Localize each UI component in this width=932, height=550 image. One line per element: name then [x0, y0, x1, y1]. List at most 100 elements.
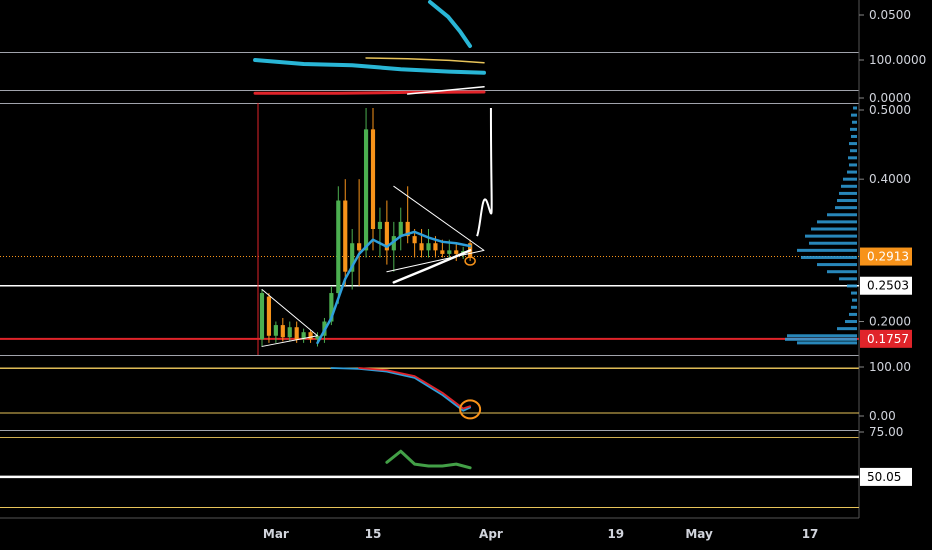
indicator-value-badge: 50.05 [867, 470, 901, 484]
volume-profile-bar [835, 206, 857, 210]
price-axis-label: 100.00 [869, 360, 911, 374]
volume-profile-bar [847, 170, 857, 174]
price-axis-label: 0.00 [869, 409, 896, 423]
indicator-pane-rsi[interactable] [0, 367, 859, 420]
volume-profile-bar [797, 341, 857, 345]
rsi-series-line [358, 367, 472, 410]
volume-profile-bar [849, 312, 857, 316]
volume-profile-bar [850, 149, 857, 153]
volume-profile-bar [845, 320, 857, 324]
time-axis[interactable]: Mar 15 Apr 19 May 17 [263, 527, 819, 541]
price-badge-bg [860, 329, 912, 348]
volume-profile-bar [839, 277, 857, 281]
triangle-pattern-1 [261, 289, 318, 347]
time-axis-label: May [685, 527, 713, 541]
volume-profile-bar [785, 337, 857, 341]
indicator-pane-top-1[interactable] [428, 0, 472, 48]
highlight-circle [464, 256, 476, 266]
candle-body[interactable] [259, 293, 265, 340]
candle-body[interactable] [391, 236, 396, 251]
indicator-series-line [253, 58, 486, 75]
volume-profile-bar [852, 298, 857, 302]
volume-profile-bar [849, 163, 857, 167]
candle-body[interactable] [266, 296, 272, 336]
price-badge: 0.1757 [867, 332, 909, 346]
projection-path [476, 107, 493, 237]
volume-profile-bar [851, 134, 857, 138]
volume-profile-bar [843, 177, 857, 181]
candle-body[interactable] [454, 250, 459, 254]
volume-profile-bar [847, 284, 857, 288]
volume-profile-bar [851, 291, 857, 295]
volume-profile-bar [848, 156, 857, 160]
indicator-series-line [253, 90, 486, 95]
candle-body[interactable] [440, 250, 445, 254]
volume-profile-bar [850, 127, 857, 131]
candle-body[interactable] [370, 129, 376, 229]
volume-profile-bar [851, 305, 857, 309]
volume-profile-bar [827, 270, 857, 274]
price-axis-label: 75.00 [869, 425, 903, 439]
candle-body[interactable] [308, 332, 313, 340]
candle-body[interactable] [433, 243, 438, 251]
indicator-series-line [365, 57, 485, 64]
candle-body[interactable] [384, 221, 389, 251]
volume-profile-bar [817, 263, 857, 267]
candle-body[interactable] [426, 243, 431, 251]
price-axis-label: 0.5000 [869, 103, 911, 117]
volume-profile-bar [801, 255, 857, 259]
volume-profile-bar [827, 213, 857, 217]
volume-profile-bar [809, 241, 857, 245]
candle-body[interactable] [273, 325, 278, 336]
indicator-pane-top-2[interactable] [253, 57, 486, 95]
volume-profile-bar [852, 120, 857, 124]
candle-body[interactable] [398, 221, 403, 237]
ema-line [316, 230, 472, 345]
volume-profile-bar [787, 334, 857, 338]
candle-body[interactable] [419, 243, 424, 251]
volume-profile-bar [853, 106, 857, 110]
indicator-value-badge-bg [860, 467, 912, 486]
time-axis-label: 17 [802, 527, 819, 541]
price-axis-label: 0.0500 [869, 8, 911, 22]
candle-body[interactable] [280, 325, 285, 338]
time-axis-label: 15 [365, 527, 382, 541]
candle-body[interactable] [329, 293, 334, 322]
candle-body[interactable] [294, 327, 299, 340]
cyan-indicator-line [428, 0, 472, 48]
volume-profile-bar [805, 234, 857, 238]
candle-body[interactable] [363, 129, 369, 251]
volume-profile-bar [851, 113, 857, 117]
triangle-pattern-2 [386, 185, 485, 273]
candle-body[interactable] [287, 327, 292, 338]
volume-profile-bar [841, 184, 857, 188]
indicator-series-line [406, 86, 485, 95]
candle-body[interactable] [447, 250, 452, 254]
price-badge: 0.2913 [867, 250, 909, 264]
candle-body[interactable] [315, 335, 320, 340]
volume-profile-bar [839, 191, 857, 195]
volume-profile-bar [837, 199, 857, 203]
price-axis-label: 100.0000 [869, 53, 926, 67]
price-badge: 0.2503 [867, 279, 909, 293]
candle-body[interactable] [377, 221, 383, 229]
candle-body[interactable] [301, 332, 306, 340]
main-price-pane[interactable] [0, 103, 859, 355]
price-badge-bg [860, 276, 912, 295]
candle-body[interactable] [343, 200, 348, 272]
candle-body[interactable] [412, 236, 417, 244]
hand-drawn-trendline [392, 249, 472, 284]
candle-body[interactable] [336, 200, 341, 294]
candle-body[interactable] [405, 221, 410, 237]
time-axis-label: 19 [607, 527, 624, 541]
volume-profile-bar [849, 142, 857, 146]
rsi-highlight-circle [459, 399, 482, 420]
volume-profile-bar [837, 327, 857, 331]
price-axis-label: 0.2000 [869, 315, 911, 329]
bottom-indicator-line [385, 449, 472, 470]
candle-body[interactable] [350, 243, 355, 272]
indicator-pane-bottom[interactable] [0, 449, 859, 508]
candle-body[interactable] [357, 243, 362, 251]
